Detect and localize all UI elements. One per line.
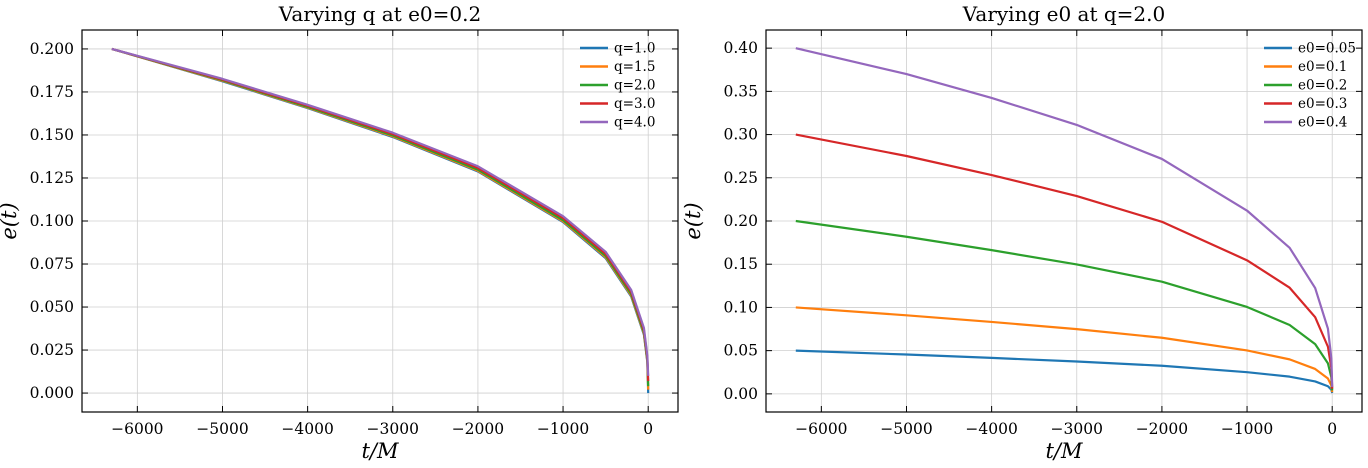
left-chart-panel: −6000 −5000 −4000 −3000 −2000 −1000 0 0.000 0.02… <box>0 2 679 463</box>
y-tick-label: 0.05 <box>723 342 758 360</box>
legend-entry-4: e0=0.4 <box>1298 115 1347 131</box>
legend: q=1.0 q=1.5 q=2.0 q=3.0 q=4.0 <box>580 41 655 131</box>
y-tick-label: 0.30 <box>723 126 758 144</box>
legend-entry-4: q=4.0 <box>614 115 655 131</box>
x-tick-label: −6000 <box>111 420 163 438</box>
x-tick-label: −6000 <box>795 420 847 438</box>
x-tick-label: −3000 <box>367 420 419 438</box>
x-axis-label: t/M <box>1045 439 1083 463</box>
right-chart-panel: −6000 −5000 −4000 −3000 −2000 −1000 0 0.00 0.05 0… <box>681 2 1363 463</box>
x-tick-label: −1000 <box>1221 420 1273 438</box>
y-tick-label: 0.10 <box>723 298 758 316</box>
y-tick-label: 0.150 <box>30 126 74 144</box>
x-tick-label: −2000 <box>1136 420 1188 438</box>
y-tick-label: 0.15 <box>723 255 758 273</box>
y-tick-label: 0.100 <box>30 212 74 230</box>
x-tick-label: −5000 <box>880 420 932 438</box>
x-tick-label: −1000 <box>537 420 589 438</box>
y-tick-label: 0.00 <box>723 385 758 403</box>
y-tick-label: 0.000 <box>30 384 74 402</box>
x-tick-label: −4000 <box>965 420 1017 438</box>
legend: e0=0.05 e0=0.1 e0=0.2 e0=0.3 e0=0.4 <box>1264 41 1356 131</box>
series-line-0 <box>795 349 1334 394</box>
y-axis-label: e(t) <box>0 202 21 239</box>
series-line-1 <box>795 306 1334 393</box>
y-tick-label: 0.40 <box>723 39 758 57</box>
chart-title: Varying q at e0=0.2 <box>278 2 481 26</box>
chart-title: Varying e0 at q=2.0 <box>962 2 1165 26</box>
y-tick-label: 0.050 <box>30 298 74 316</box>
y-tick-label: 0.200 <box>30 40 74 58</box>
y-tick-label: 0.075 <box>30 255 74 273</box>
legend-entry-3: q=3.0 <box>614 96 655 112</box>
x-tick-label: −2000 <box>452 420 504 438</box>
x-tick-label: 0 <box>643 420 653 438</box>
y-tick-label: 0.125 <box>30 169 74 187</box>
y-tick-label: 0.025 <box>30 341 74 359</box>
legend-entry-0: e0=0.05 <box>1298 41 1356 57</box>
series-line-2 <box>111 47 650 387</box>
series-line-3 <box>795 133 1334 389</box>
x-tick-label: −5000 <box>196 420 248 438</box>
series-line-3 <box>111 47 650 382</box>
legend-entry-1: q=1.5 <box>614 59 655 75</box>
series-line-2 <box>795 219 1334 391</box>
y-tick-label: 0.175 <box>30 83 74 101</box>
y-axis-label: e(t) <box>681 202 705 239</box>
x-axis-label: t/M <box>361 439 399 463</box>
x-tick-label: −3000 <box>1051 420 1103 438</box>
legend-entry-1: e0=0.1 <box>1298 59 1347 75</box>
x-tick-label: 0 <box>1327 420 1337 438</box>
y-tick-label: 0.20 <box>723 212 758 230</box>
legend-entry-2: q=2.0 <box>614 78 655 94</box>
series-line-4 <box>795 47 1334 387</box>
legend-entry-3: e0=0.3 <box>1298 96 1347 112</box>
series-line-4 <box>111 47 650 376</box>
legend-entry-0: q=1.0 <box>614 41 655 57</box>
x-tick-label: −4000 <box>281 420 333 438</box>
y-tick-label: 0.25 <box>723 169 758 187</box>
legend-entry-2: e0=0.2 <box>1298 78 1347 94</box>
y-tick-label: 0.35 <box>723 82 758 100</box>
